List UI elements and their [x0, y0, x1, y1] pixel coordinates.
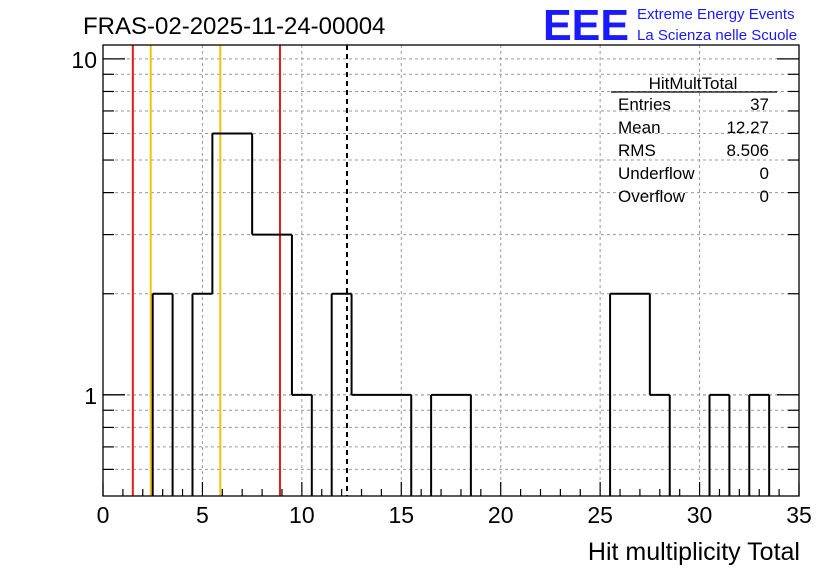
eee-logo: EEE Extreme Energy Events La Scienza nel…: [543, 1, 797, 50]
stats-value-entries: 37: [750, 95, 769, 114]
logo-line2: La Scienza nelle Scuole: [637, 27, 797, 44]
reference-lines: [131, 45, 348, 496]
stats-value-overflow: 0: [760, 187, 769, 206]
stats-value-underflow: 0: [760, 164, 769, 183]
stats-title: HitMultTotal: [649, 74, 738, 93]
x-tick-label: 35: [786, 502, 812, 528]
grid-lines: [103, 45, 799, 496]
stats-label-mean: Mean: [618, 118, 661, 137]
stats-label-overflow: Overflow: [618, 187, 686, 206]
stats-label-underflow: Underflow: [618, 164, 695, 183]
stats-value-rms: 8.506: [726, 141, 769, 160]
x-tick-label: 15: [388, 502, 414, 528]
chart-title: FRAS-02-2025-11-24-00004: [83, 13, 385, 40]
logo-mark: EEE: [543, 1, 629, 50]
x-tick-label: 0: [97, 502, 110, 528]
y-tick-label: 10: [71, 47, 97, 73]
x-tick-label: 25: [587, 502, 613, 528]
x-tick-label: 20: [488, 502, 514, 528]
stats-label-rms: RMS: [618, 141, 656, 160]
stats-label-entries: Entries: [618, 95, 671, 114]
axis-ticks: 0 5 10 15 20 25 30 35 1 10: [71, 47, 811, 528]
logo-line1: Extreme Energy Events: [637, 6, 795, 23]
x-tick-label: 5: [196, 502, 209, 528]
histogram-bars: [151, 132, 771, 496]
x-tick-label: 30: [687, 502, 713, 528]
stats-box: HitMultTotal Entries 37 Mean 12.27 RMS 8…: [611, 74, 777, 206]
plot-frame: [102, 44, 800, 497]
stats-value-mean: 12.27: [726, 118, 769, 137]
x-tick-label: 10: [289, 502, 315, 528]
x-axis-label: Hit multiplicity Total: [588, 538, 800, 566]
y-tick-label: 1: [84, 383, 97, 409]
